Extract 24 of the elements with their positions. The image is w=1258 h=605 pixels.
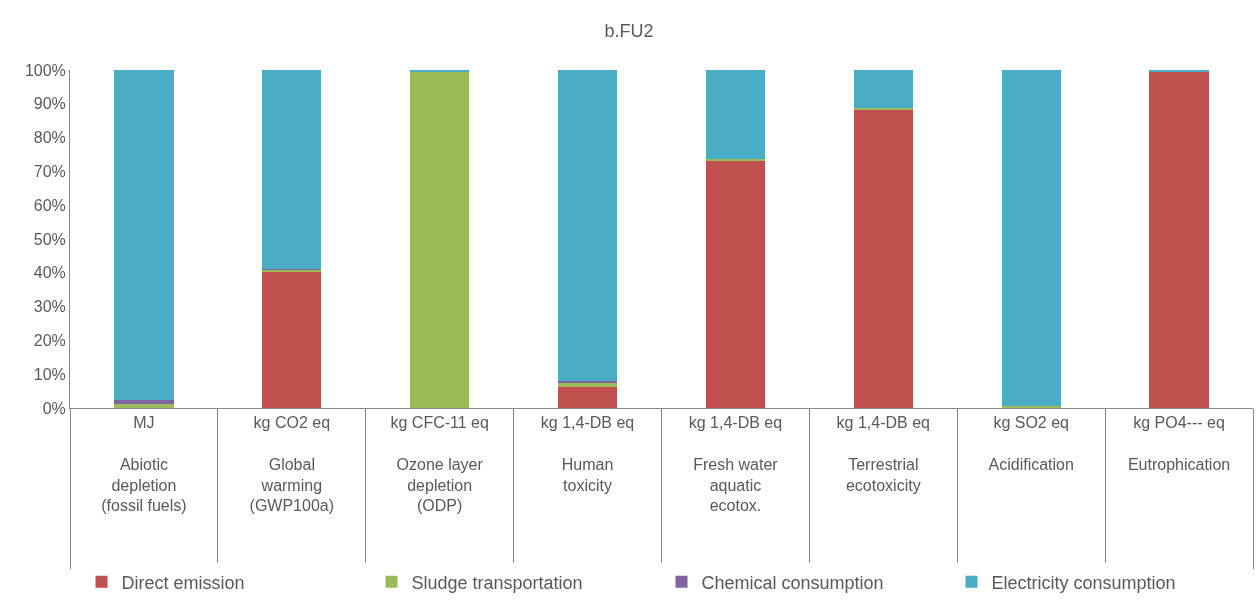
category-label: kg CFC-11 eq Ozone layer depletion (ODP) (390, 414, 489, 515)
legend-label: Electricity consumption (991, 572, 1176, 593)
category-label: kg SO2 eq Acidification (988, 414, 1074, 473)
chart-title: b.FU2 (604, 20, 654, 41)
category-label: kg 1,4-DB eq Human toxicity (540, 414, 635, 494)
y-tick-label: 10% (33, 365, 66, 383)
category-label: MJ Abiotic depletion (fossil fuels) (101, 414, 187, 515)
y-tick-label: 100% (24, 61, 66, 79)
category-label: kg 1,4-DB eq Fresh water aquatic ecotox. (688, 414, 783, 515)
legend-label: Sludge transportation (411, 572, 583, 593)
y-tick-label: 0% (42, 399, 66, 417)
y-tick-label: 40% (33, 264, 66, 282)
category-label: kg PO4--- eq Eutrophication (1127, 414, 1231, 473)
category-label: kg CO2 eq Global warming (GWP100a) (249, 414, 335, 515)
y-tick-label: 90% (33, 95, 66, 113)
y-tick-label: 70% (33, 163, 66, 180)
legend-label: Chemical consumption (701, 572, 884, 593)
y-tick-label: 50% (33, 230, 66, 248)
y-tick-label: 30% (33, 298, 66, 316)
category-label: kg 1,4-DB eq Terrestrial ecotoxicity (836, 414, 931, 494)
y-tick-label: 20% (33, 332, 66, 349)
y-tick-label: 80% (33, 129, 66, 147)
legend-label: Direct emission (121, 572, 245, 593)
y-tick-label: 60% (33, 196, 66, 214)
